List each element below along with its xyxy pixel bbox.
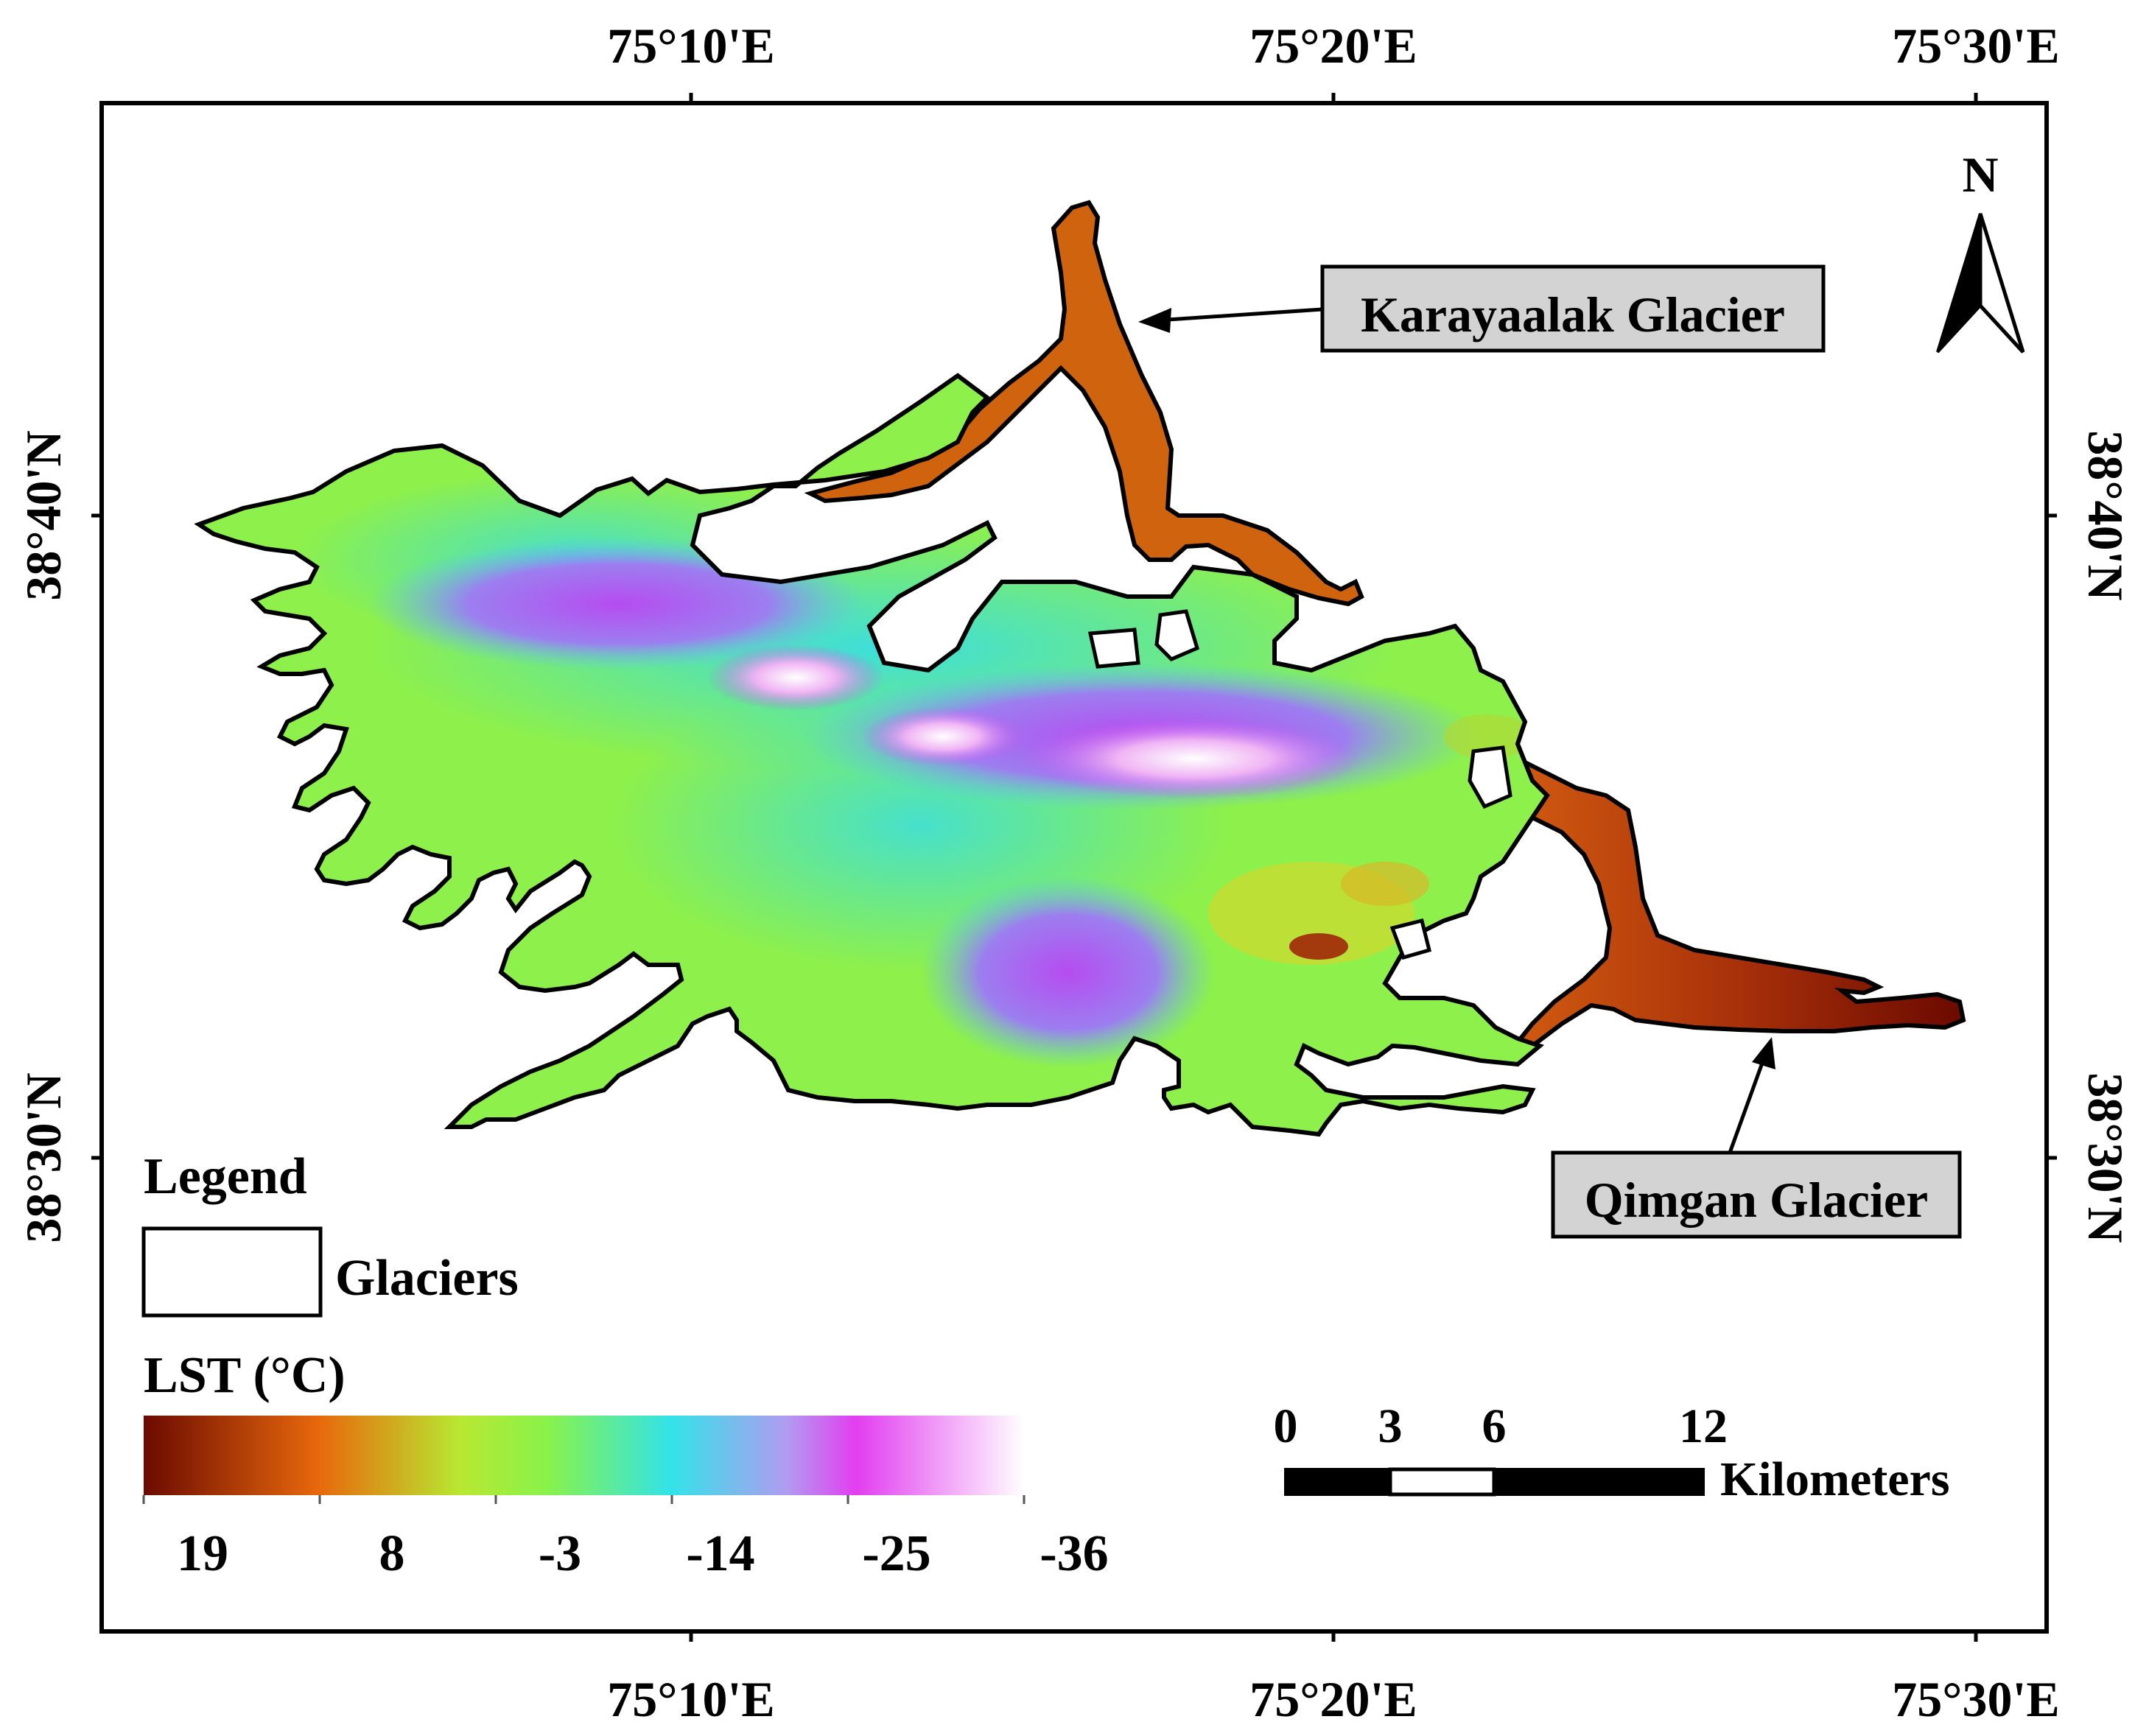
legend-colorbar-ticks <box>142 1495 1026 1504</box>
coord-left-1: 38°40'N <box>15 430 71 600</box>
legend-tick-4: -14 <box>686 1525 754 1582</box>
scale-unit: Kilometers <box>1720 1452 1950 1506</box>
north-arrow: N <box>1936 147 2025 354</box>
coord-right-1: 38°40'N <box>2078 430 2134 600</box>
coord-bottom-3: 75°30'E <box>1892 1671 2059 1727</box>
nunatak-4 <box>1389 918 1432 960</box>
scale-seg-2 <box>1388 1467 1496 1497</box>
coord-top-2: 75°20'E <box>1249 18 1417 74</box>
qimgan-label-text: Qimgan Glacier <box>1585 1172 1928 1228</box>
nunatak-2 <box>1154 609 1200 661</box>
scale-tick-0: 0 <box>1274 1399 1298 1453</box>
glacier-outline <box>194 373 1550 1137</box>
karayaalak-label: Karayaalak Glacier <box>1138 264 1826 353</box>
north-arrow-left-half <box>1936 213 1982 354</box>
karayaalak-label-text: Karayaalak Glacier <box>1361 287 1785 342</box>
nunatak-1 <box>1087 628 1140 669</box>
coord-bottom-1: 75°10'E <box>607 1671 774 1727</box>
qimgan-label: Qimgan Glacier <box>1551 1037 1962 1239</box>
legend-tick-6: -36 <box>1040 1525 1108 1582</box>
scale-tick-3: 3 <box>1378 1399 1403 1453</box>
legend-tick-1: 19 <box>177 1525 228 1582</box>
north-arrow-label: N <box>1962 147 1998 203</box>
nunatak-3 <box>1468 745 1512 809</box>
legend-colorbar <box>144 1416 1024 1495</box>
frame-ticks <box>91 93 2057 1642</box>
legend: Legend Glaciers LST (°C) 19 8 -3 -14 -25… <box>141 1148 1109 1582</box>
legend-tick-3: -3 <box>539 1525 581 1582</box>
scale-seg-3 <box>1493 1468 1705 1496</box>
coord-bottom-2: 75°20'E <box>1249 1671 1417 1727</box>
map-frame <box>99 101 2049 1634</box>
coord-right-2: 38°30'N <box>2078 1072 2134 1243</box>
scale-seg-1 <box>1284 1468 1392 1496</box>
karayaalak-tongue <box>804 200 1364 607</box>
qimgan-tongue <box>1513 755 1966 1049</box>
legend-glaciers-label: Glaciers <box>335 1250 519 1307</box>
legend-lst-title: LST (°C) <box>144 1347 346 1404</box>
scale-tick-12: 12 <box>1679 1399 1728 1453</box>
scale-tick-6: 6 <box>1482 1399 1507 1453</box>
coord-top-3: 75°30'E <box>1892 18 2059 74</box>
legend-tick-5: -25 <box>862 1525 930 1582</box>
coord-top-1: 75°10'E <box>607 18 774 74</box>
scale-bar: 0 3 6 12 Kilometers <box>1274 1399 1950 1506</box>
coord-left-2: 38°30'N <box>15 1072 71 1243</box>
legend-glacier-swatch <box>141 1226 323 1318</box>
legend-tick-2: 8 <box>379 1525 405 1582</box>
legend-title: Legend <box>144 1148 307 1205</box>
north-arrow-right-half <box>1978 213 2025 354</box>
